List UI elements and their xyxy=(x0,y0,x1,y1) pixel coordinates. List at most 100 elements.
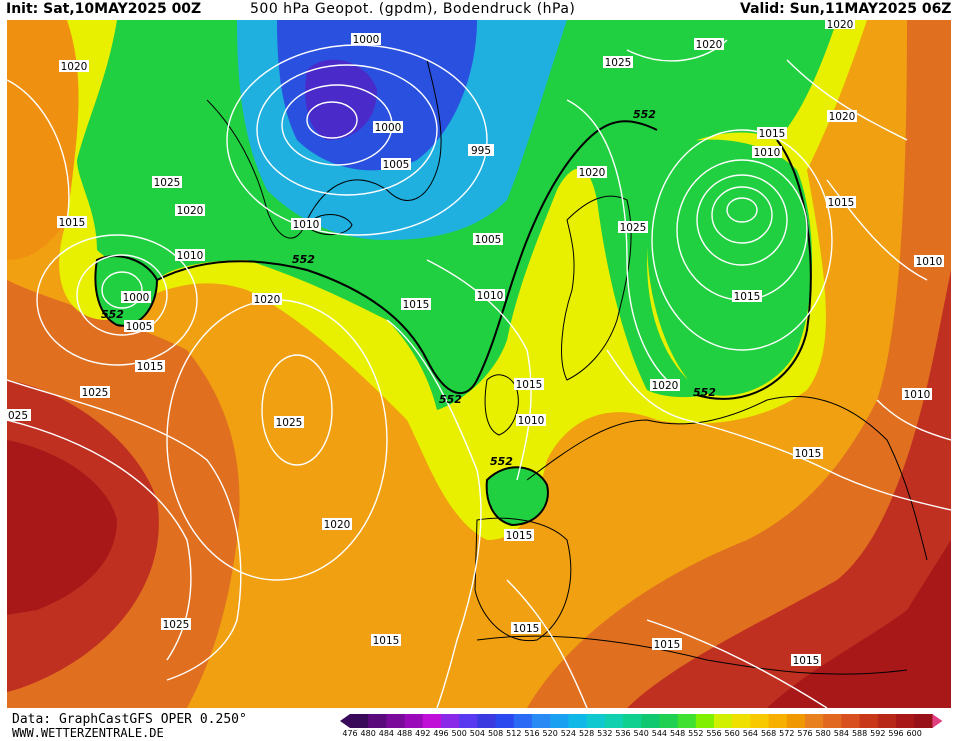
colorbar-cell xyxy=(495,714,515,728)
svg-text:1010: 1010 xyxy=(754,147,781,159)
colorbar-tick-label: 568 xyxy=(760,729,777,738)
colorbar-cell xyxy=(714,714,733,728)
svg-text:1000: 1000 xyxy=(123,292,150,304)
colorbar-tick-label: 584 xyxy=(833,729,850,738)
isobar-label: 1015 xyxy=(732,290,762,303)
isobar-label: 1025 xyxy=(603,56,633,69)
svg-text:1010: 1010 xyxy=(477,290,504,302)
colorbar-tick-label: 548 xyxy=(669,729,686,738)
svg-text:1015: 1015 xyxy=(403,299,430,311)
isobar-label: 1020 xyxy=(252,293,282,306)
isobar-label-text: 1020 xyxy=(61,61,88,73)
isobar-label: 1025 xyxy=(152,176,182,189)
svg-text:1025: 1025 xyxy=(605,57,632,69)
colorbar-cell xyxy=(641,714,660,728)
colorbar-tick-label: 528 xyxy=(578,729,595,738)
isobar-low-greenland-1 xyxy=(306,101,358,139)
isobar-label: 025 xyxy=(7,409,31,422)
isobar-label: 1025 xyxy=(618,221,648,234)
coastline-iberia xyxy=(474,517,572,642)
isobar-1015-central xyxy=(386,319,482,708)
isobar-1020-west xyxy=(7,379,242,681)
isobar-low-scand-5 xyxy=(651,129,833,351)
isobar-low-scand-2 xyxy=(711,186,773,244)
colorbar-tick-label: 596 xyxy=(888,729,904,738)
scandinavia-low-green xyxy=(647,139,812,396)
contour-552-east xyxy=(696,139,812,400)
contour-552-label: 552 xyxy=(490,455,513,468)
colorbar-cell xyxy=(732,714,751,728)
isobar-label: 1010 xyxy=(475,289,505,302)
colorbar-tick-label: 564 xyxy=(742,729,759,738)
isobar-1025-west xyxy=(7,79,70,221)
coastline-africa xyxy=(476,635,908,675)
colorbar-cell xyxy=(750,714,770,728)
colorbar-tick-label: 476 xyxy=(342,729,358,738)
svg-text:1015: 1015 xyxy=(506,530,533,542)
isobar-label: 1025 xyxy=(80,386,110,399)
isobar-label: 1015 xyxy=(371,634,401,647)
colorbar-cell xyxy=(786,714,806,728)
isobar-label: 1015 xyxy=(757,127,787,140)
colorbar-tick-label: 560 xyxy=(724,729,740,738)
colorbar-cell xyxy=(513,714,533,728)
isobar-label: 1000 xyxy=(351,33,381,46)
colorbar-tick-label: 516 xyxy=(524,729,540,738)
colorbar-tick-label: 588 xyxy=(851,729,868,738)
isobar-low-scand-1 xyxy=(726,197,758,223)
isobar-label: 1015 xyxy=(504,529,534,542)
svg-text:1005: 1005 xyxy=(383,159,410,171)
colorbar-tick-label: 492 xyxy=(415,729,431,738)
contour-552-label: 552 xyxy=(693,386,716,399)
colorbar-tick-label: 580 xyxy=(815,729,831,738)
svg-text:1010: 1010 xyxy=(916,256,943,268)
contour-552-cutoff xyxy=(485,466,549,527)
colorbar-cell xyxy=(532,714,551,728)
svg-text:1015: 1015 xyxy=(759,128,786,140)
isobar-label: 1020 xyxy=(650,379,680,392)
isobar-label: 1020 xyxy=(59,60,89,73)
colorbar-arrow-high xyxy=(932,714,943,728)
isobar-high-atl-1 xyxy=(261,354,333,466)
svg-text:1015: 1015 xyxy=(795,448,822,460)
colorbar-cell xyxy=(914,714,933,728)
coastline-scandinavia xyxy=(561,195,632,381)
contour-552-label: 552 xyxy=(439,393,462,406)
colorbar-tick-label: 512 xyxy=(506,729,522,738)
colorbar-cell xyxy=(368,714,387,728)
isobar-label: 1015 xyxy=(401,298,431,311)
isobar-label: 1015 xyxy=(514,378,544,391)
colorbar-cell xyxy=(623,714,642,728)
isobar-label: 1020 xyxy=(825,20,855,31)
colorbar-cell xyxy=(459,714,478,728)
svg-text:1015: 1015 xyxy=(516,379,543,391)
contour-552-label: 552 xyxy=(101,308,124,321)
isobar-label: 1010 xyxy=(291,218,321,231)
colorbar-tick-label: 556 xyxy=(706,729,722,738)
colorbar-cell xyxy=(568,714,588,728)
colorbar-arrow-low xyxy=(340,714,350,728)
colorbar-cell xyxy=(441,714,460,728)
isobar-1010-central xyxy=(426,259,532,481)
colorbar-tick-label: 576 xyxy=(797,729,813,738)
isobar-label: 1015 xyxy=(652,638,682,651)
isobar-1015-south xyxy=(506,579,588,708)
svg-text:1015: 1015 xyxy=(59,217,86,229)
colorbar-cell xyxy=(550,714,569,728)
west-cutoff-green xyxy=(95,256,157,326)
colorbar xyxy=(340,714,943,728)
isobar-1010-east xyxy=(876,399,951,441)
svg-text:1025: 1025 xyxy=(163,619,190,631)
isobar-label: 1020 xyxy=(322,518,352,531)
isobar-label: 1020 xyxy=(827,110,857,123)
header-bar: Init: Sat,10MAY2025 00Z 500 hPa Geopot. … xyxy=(0,0,959,20)
svg-text:1015: 1015 xyxy=(734,291,761,303)
isobar-label: 1015 xyxy=(791,654,821,667)
svg-text:1015: 1015 xyxy=(513,623,540,635)
isobar-low-west-3 xyxy=(36,234,198,366)
colorbar-cell xyxy=(350,714,369,728)
weather-map: 1020 1025 1015 1020 1010 1000 1005 1015 … xyxy=(7,20,951,708)
colorbar-cell xyxy=(477,714,497,728)
colorbar-tick-label: 504 xyxy=(469,729,486,738)
svg-text:1020: 1020 xyxy=(652,380,679,392)
